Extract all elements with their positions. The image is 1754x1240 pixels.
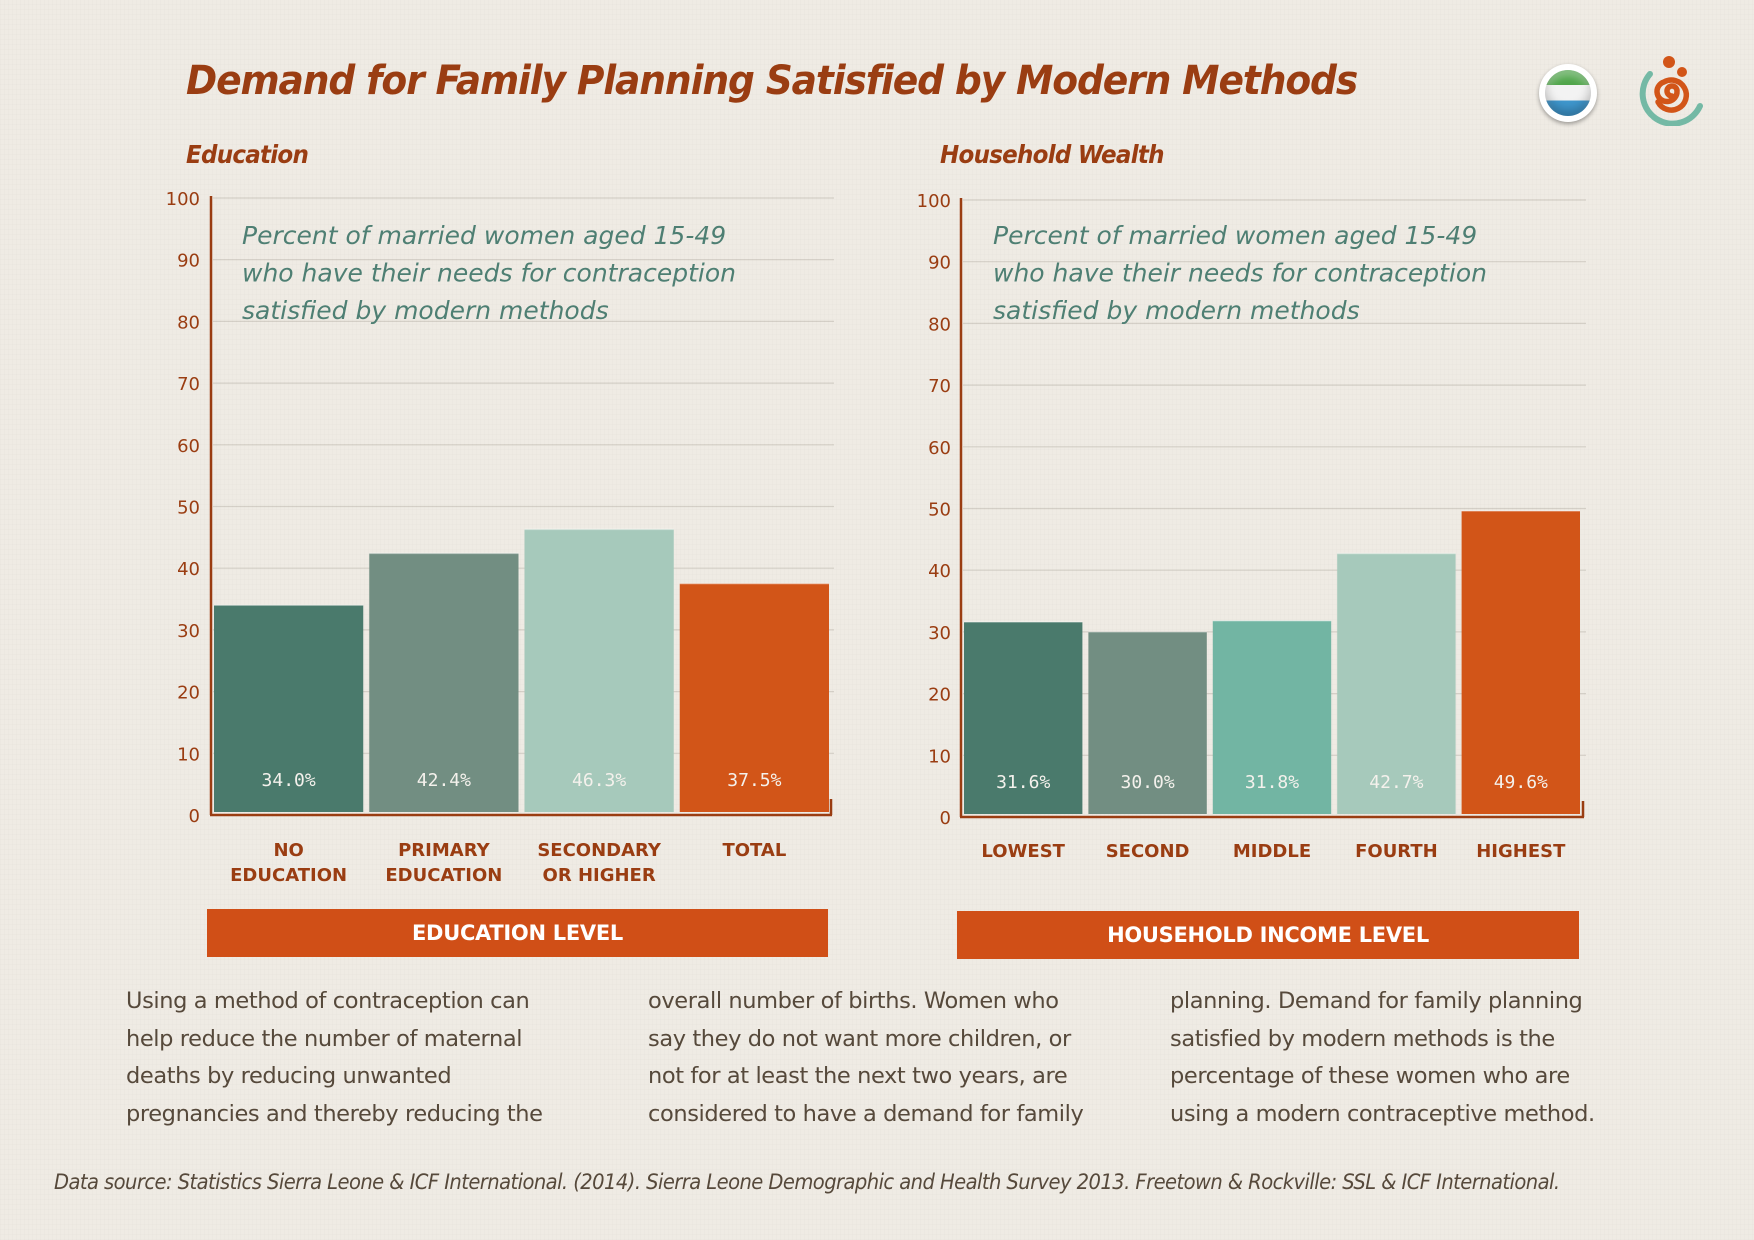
y-tick-label: 20 — [177, 683, 200, 704]
body-line: satisfied by modern methods is the — [1170, 1025, 1555, 1052]
bar-value-label: 34.0% — [262, 770, 316, 791]
bar-value-label: 37.5% — [727, 770, 781, 791]
body-line: pregnancies and thereby reducing the — [126, 1100, 543, 1127]
y-tick-label: 40 — [177, 559, 200, 580]
wealth-chart-title: Household Wealth — [940, 140, 1164, 169]
bar — [214, 605, 364, 812]
body-line: using a modern contraceptive method. — [1170, 1100, 1595, 1127]
y-tick-label: 10 — [928, 746, 951, 767]
body-text-column-1: Using a method of contraception can help… — [126, 983, 606, 1133]
y-tick-label: 70 — [928, 376, 951, 397]
household-income-level-axis-label: HOUSEHOLD INCOME LEVEL — [957, 911, 1579, 959]
y-tick-label: 60 — [928, 438, 951, 459]
y-tick-label: 0 — [189, 806, 200, 827]
bar-value-label: 49.6% — [1494, 772, 1548, 793]
bar-value-label: 31.8% — [1245, 772, 1299, 793]
bar — [1088, 631, 1207, 814]
bar — [964, 622, 1083, 814]
x-category-label: FOURTH — [1355, 841, 1438, 862]
body-text-column-2: overall number of births. Women who say … — [648, 983, 1128, 1133]
bar — [524, 529, 674, 812]
body-line: say they do not want more children, or — [648, 1025, 1071, 1052]
bar — [1337, 553, 1456, 814]
x-category-label: PRIMARY — [398, 840, 490, 861]
chart-annotation-line: satisfied by modern methods — [993, 296, 1360, 325]
x-category-label: LOWEST — [981, 841, 1065, 862]
y-tick-label: 0 — [940, 808, 951, 829]
y-tick-label: 30 — [177, 621, 200, 642]
x-category-label: SECOND — [1106, 841, 1190, 862]
x-category-label: TOTAL — [722, 840, 786, 861]
x-category-label: SECONDARY — [537, 840, 662, 861]
y-tick-label: 90 — [177, 251, 200, 272]
body-line: not for at least the next two years, are — [648, 1063, 1068, 1090]
bar — [679, 583, 829, 812]
y-tick-label: 20 — [928, 685, 951, 706]
x-category-label: OR HIGHER — [543, 865, 656, 886]
body-line: deaths by reducing unwanted — [126, 1063, 452, 1090]
education-chart-title: Education — [186, 140, 309, 169]
y-tick-label: 80 — [928, 314, 951, 335]
y-tick-label: 60 — [177, 436, 200, 457]
body-text-column-3: planning. Demand for family planning sat… — [1170, 983, 1650, 1133]
body-line: planning. Demand for family planning — [1170, 988, 1583, 1014]
y-tick-label: 70 — [177, 374, 200, 395]
family-spiral-logo-icon — [1639, 56, 1703, 126]
bar-value-label: 31.6% — [996, 772, 1050, 793]
y-tick-label: 100 — [917, 191, 951, 212]
household-income-level-label: HOUSEHOLD INCOME LEVEL — [1107, 923, 1429, 947]
chart-annotation-line: who have their needs for contraception — [993, 259, 1487, 288]
chart-annotation-line: satisfied by modern methods — [242, 296, 609, 325]
data-source-citation: Data source: Statistics Sierra Leone & I… — [54, 1170, 1560, 1194]
chart-annotation-line: Percent of married women aged 15-49 — [242, 221, 726, 250]
y-tick-label: 10 — [177, 744, 200, 765]
body-line: Using a method of contraception can — [126, 988, 530, 1014]
education-level-axis-label: EDUCATION LEVEL — [207, 909, 828, 957]
y-tick-label: 50 — [177, 498, 200, 519]
body-line: overall number of births. Women who — [648, 988, 1059, 1014]
x-category-label: HIGHEST — [1476, 841, 1566, 862]
y-tick-label: 90 — [928, 253, 951, 274]
bar — [1461, 510, 1580, 814]
y-tick-label: 50 — [928, 500, 951, 521]
x-category-label: EDUCATION — [385, 865, 502, 886]
chart-annotation-line: Percent of married women aged 15-49 — [993, 221, 1477, 250]
x-category-label: MIDDLE — [1233, 841, 1311, 862]
bar-value-label: 46.3% — [572, 770, 626, 791]
y-tick-label: 100 — [166, 189, 200, 210]
bar-value-label: 30.0% — [1121, 772, 1175, 793]
body-line: percentage of these women who are — [1170, 1063, 1570, 1090]
x-category-label: EDUCATION — [230, 865, 347, 886]
y-tick-label: 40 — [928, 561, 951, 582]
page-title: Demand for Family Planning Satisfied by … — [186, 58, 1358, 104]
bar-value-label: 42.4% — [417, 770, 471, 791]
chart-annotation-line: who have their needs for contraception — [242, 259, 736, 288]
y-tick-label: 30 — [928, 623, 951, 644]
bar — [1212, 620, 1332, 814]
education-level-label: EDUCATION LEVEL — [412, 921, 623, 945]
y-tick-label: 80 — [177, 312, 200, 333]
bar — [369, 553, 519, 812]
sierra-leone-flag-icon — [1539, 64, 1597, 122]
body-line: considered to have a demand for family — [648, 1100, 1084, 1127]
bar-value-label: 42.7% — [1369, 772, 1423, 793]
x-category-label: NO — [273, 840, 303, 861]
body-line: help reduce the number of maternal — [126, 1025, 523, 1052]
